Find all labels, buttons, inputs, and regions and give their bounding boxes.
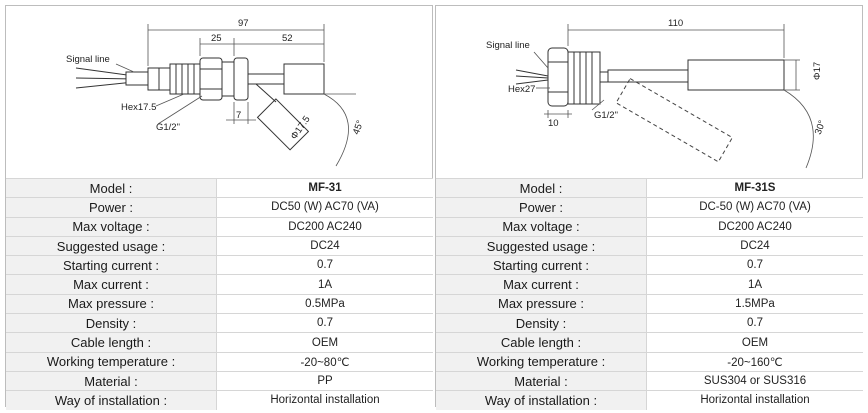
spec-label: Density :	[6, 313, 217, 333]
technical-drawing-mf-31: Signal line 97 25 52 Hex17.5 G1/2" 7 Φ17…	[6, 6, 432, 178]
spec-row: Max pressure :1.5MPa	[436, 293, 863, 314]
spec-label: Way of installation :	[436, 390, 647, 410]
spec-row: Density :0.7	[436, 313, 863, 333]
spec-row: Suggested usage : DC24	[6, 235, 433, 256]
spec-label: Max current :	[436, 274, 647, 295]
spec-row: Suggested usage : DC24	[436, 235, 863, 256]
spec-label: Working temperature :	[436, 351, 647, 372]
dim-total-length: 97	[238, 18, 249, 29]
dim-hex: Hex27	[508, 84, 535, 95]
spec-value: DC-50 (W) AC70 (VA)	[646, 197, 863, 218]
product-panel-mf-31: Signal line 97 25 52 Hex17.5 G1/2" 7 Φ17…	[5, 5, 433, 410]
spec-label: Max current :	[6, 274, 217, 295]
spec-value: 0.7	[216, 255, 433, 275]
spec-row: Max current :1A	[436, 274, 863, 295]
spec-value: 0.7	[646, 255, 863, 275]
spec-value: OEM	[646, 332, 863, 353]
spec-value: DC200 AC240	[646, 216, 863, 237]
spec-label: Density :	[436, 313, 647, 333]
spec-row: Working temperature : -20~160℃	[436, 351, 863, 372]
dim-body-length: 10	[548, 118, 559, 129]
spec-table-mf-31s: Model : MF-31S Power : DC-50 (W) AC70 (VA)…	[436, 177, 863, 410]
spec-value: -20~80℃	[216, 351, 433, 372]
spec-row: Cable length : OEM	[6, 332, 433, 353]
spec-label: Max pressure :	[6, 293, 217, 314]
dim-angle: 45°	[351, 119, 366, 136]
spec-label: Starting current :	[436, 255, 647, 275]
spec-value: PP	[216, 370, 433, 391]
label-signal-line: Signal line	[486, 40, 530, 51]
spec-row: Cable length : OEM	[436, 332, 863, 353]
spec-value: 0.7	[646, 313, 863, 333]
spec-label: Cable length :	[6, 332, 217, 353]
spec-label: Max pressure :	[436, 293, 647, 314]
spec-row: Starting current :0.7	[436, 255, 863, 275]
technical-drawing-mf-31s: Signal line 110 Hex27 10 G1/2" Φ17 30°	[436, 6, 862, 178]
spec-row: Material : SUS304 or SUS316	[436, 370, 863, 391]
label-signal-line: Signal line	[66, 54, 110, 65]
spec-row: Max pressure :0.5MPa	[6, 293, 433, 314]
drawing-svg-mf-31: Signal line 97 25 52 Hex17.5 G1/2" 7 Φ17…	[66, 18, 366, 167]
spec-row: Way of installation : Horizontal installa…	[6, 390, 433, 410]
spec-value: 1A	[646, 274, 863, 295]
dim-total-length: 110	[668, 18, 683, 29]
spec-value: DC50 (W) AC70 (VA)	[216, 197, 433, 218]
spec-label: Starting current :	[6, 255, 217, 275]
dim-angle: 30°	[813, 119, 828, 136]
spec-value: Horizontal installation	[646, 390, 863, 410]
spec-value: 1A	[216, 274, 433, 295]
drawing-svg-mf-31s: Signal line 110 Hex27 10 G1/2" Φ17 30°	[486, 18, 828, 169]
spec-row: Model : MF-31S	[436, 177, 863, 198]
spec-label: Way of installation :	[6, 390, 217, 410]
spec-value: 0.7	[216, 313, 433, 333]
dim-thread: G1/2"	[594, 110, 618, 121]
spec-label: Material :	[6, 370, 217, 391]
spec-table-mf-31: Model : MF-31 Power : DC50 (W) AC70 (VA) M…	[6, 177, 433, 410]
spec-label: Power :	[6, 197, 217, 218]
spec-value: DC24	[216, 235, 433, 256]
spec-label: Model :	[6, 177, 217, 198]
spec-value: SUS304 or SUS316	[646, 370, 863, 391]
spec-value: OEM	[216, 332, 433, 353]
spec-row: Way of installation : Horizontal installa…	[436, 390, 863, 410]
spec-value: DC24	[646, 235, 863, 256]
spec-row: Model : MF-31	[6, 177, 433, 198]
dim-float-length: 52	[282, 33, 293, 44]
dim-diameter: Φ17	[812, 62, 823, 80]
spec-label: Working temperature :	[6, 351, 217, 372]
spec-value: MF-31S	[646, 177, 863, 198]
spec-row: Max voltage : DC200 AC240	[6, 216, 433, 237]
dim-body-length: 25	[211, 33, 222, 44]
spec-value: -20~160℃	[646, 351, 863, 372]
spec-label: Model :	[436, 177, 647, 198]
spec-label: Power :	[436, 197, 647, 218]
spec-row: Power : DC50 (W) AC70 (VA)	[6, 197, 433, 218]
spec-row: Density :0.7	[6, 313, 433, 333]
spec-label: Max voltage :	[436, 216, 647, 237]
spec-value: 1.5MPa	[646, 293, 863, 314]
spec-value: DC200 AC240	[216, 216, 433, 237]
spec-value: MF-31	[216, 177, 433, 198]
spec-row: Material : PP	[6, 370, 433, 391]
spec-label: Max voltage :	[6, 216, 217, 237]
spec-label: Material :	[436, 370, 647, 391]
spec-row: Starting current :0.7	[6, 255, 433, 275]
spec-label: Suggested usage :	[436, 235, 647, 256]
spec-row: Max current :1A	[6, 274, 433, 295]
product-panel-mf-31s: Signal line 110 Hex27 10 G1/2" Φ17 30° M…	[435, 5, 863, 410]
spec-row: Working temperature : -20~80℃	[6, 351, 433, 372]
dim-thread: G1/2"	[156, 122, 180, 133]
spec-label: Suggested usage :	[6, 235, 217, 256]
spec-row: Power : DC-50 (W) AC70 (VA)	[436, 197, 863, 218]
spec-label: Cable length :	[436, 332, 647, 353]
spec-value: 0.5MPa	[216, 293, 433, 314]
dim-gap: 7	[236, 110, 241, 121]
dim-hex: Hex17.5	[121, 102, 156, 113]
spec-value: Horizontal installation	[216, 390, 433, 410]
spec-row: Max voltage : DC200 AC240	[436, 216, 863, 237]
